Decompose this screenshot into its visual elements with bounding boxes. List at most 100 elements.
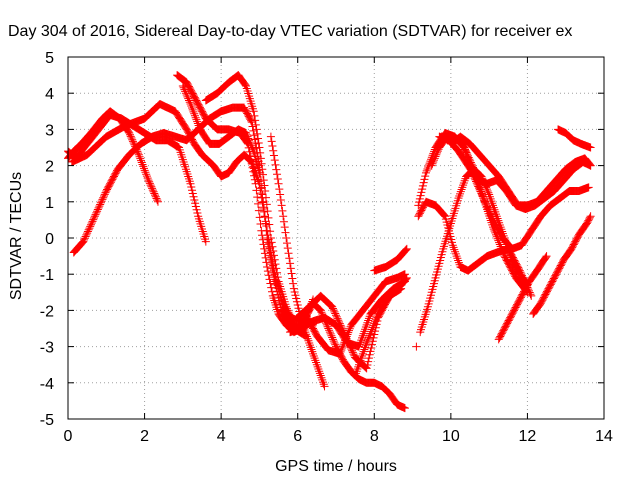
data-point [80,235,89,244]
data-point [260,212,269,221]
data-point [201,237,210,246]
data-point [346,343,355,352]
data-point [248,145,257,154]
data-point [261,253,270,262]
data-point [479,176,488,185]
data-point [181,89,190,98]
data-point [586,143,595,152]
data-point [345,324,354,333]
data-point [86,222,95,231]
data-point [266,227,275,236]
data-point [96,198,105,207]
data-point [263,262,272,271]
data-point [280,223,289,232]
data-series [529,212,595,319]
data-point [247,159,256,168]
data-series [494,252,551,344]
data-point [193,209,202,218]
data-point [260,207,269,216]
data-point [145,177,154,186]
data-point [255,168,264,177]
data-point [84,225,93,234]
data-point [289,279,298,288]
y-tick-labels: -5 -4 -3 -2 -1 0 1 2 3 4 5 [40,50,54,429]
data-point [422,166,431,175]
data-point [345,341,354,350]
data-point [83,229,92,238]
data-point [90,213,99,222]
data-point [82,230,91,239]
data-point [331,309,340,318]
data-point [498,246,507,255]
x-tick-label: 4 [217,428,226,445]
data-series [412,342,421,351]
data-point [263,207,272,216]
data-point [420,175,429,184]
data-point [498,248,507,257]
data-point [273,174,282,183]
data-point [367,344,376,353]
data-point [193,119,202,128]
data-point [329,306,338,315]
y-tick-label: -3 [40,340,54,357]
data-point [402,273,411,282]
data-point [325,328,334,337]
data-point [186,179,195,188]
data-point [273,170,282,179]
data-point [477,190,486,199]
data-point [348,346,357,355]
data-point [286,259,295,268]
data-point [421,172,430,181]
data-point [259,176,268,185]
data-point [342,332,351,341]
data-point [244,134,253,143]
data-point [153,196,162,205]
data-point [336,347,345,356]
y-tick-label: 3 [45,122,54,139]
data-point [79,237,88,246]
data-point [247,141,256,150]
data-point [541,253,550,262]
data-point [417,188,426,197]
data-point [146,181,155,190]
data-point [430,154,439,163]
data-point [484,188,493,197]
data-point [337,323,346,332]
x-tick-labels: 0 2 4 6 8 10 12 14 [64,428,613,445]
data-point [179,83,188,92]
data-point [478,192,487,201]
data-point [341,336,350,345]
data-point [337,345,346,354]
data-point [143,174,152,183]
data-point [265,220,274,229]
data-point [275,185,284,194]
data-point [288,274,297,283]
data-point [191,199,200,208]
y-tick-label: 0 [45,231,54,248]
data-point [192,115,201,124]
data-point [289,284,298,293]
data-point [192,205,201,214]
data-point [139,164,148,173]
data-point [148,186,157,195]
data-point [328,335,337,344]
data-point [253,193,262,202]
data-point [261,193,270,202]
data-point [366,347,375,356]
data-point [260,244,269,253]
data-point [482,185,491,194]
data-point [402,244,411,253]
data-point [585,160,594,169]
data-point [269,151,278,160]
data-point [328,304,337,313]
data-point [128,135,137,144]
data-point [83,227,92,236]
data-point [365,331,374,340]
data-point [335,349,344,358]
data-point [347,345,356,354]
data-point [371,317,380,326]
data-point [415,198,424,207]
y-tick-label: -2 [40,303,54,320]
data-point [125,130,134,139]
data-point [129,139,138,148]
